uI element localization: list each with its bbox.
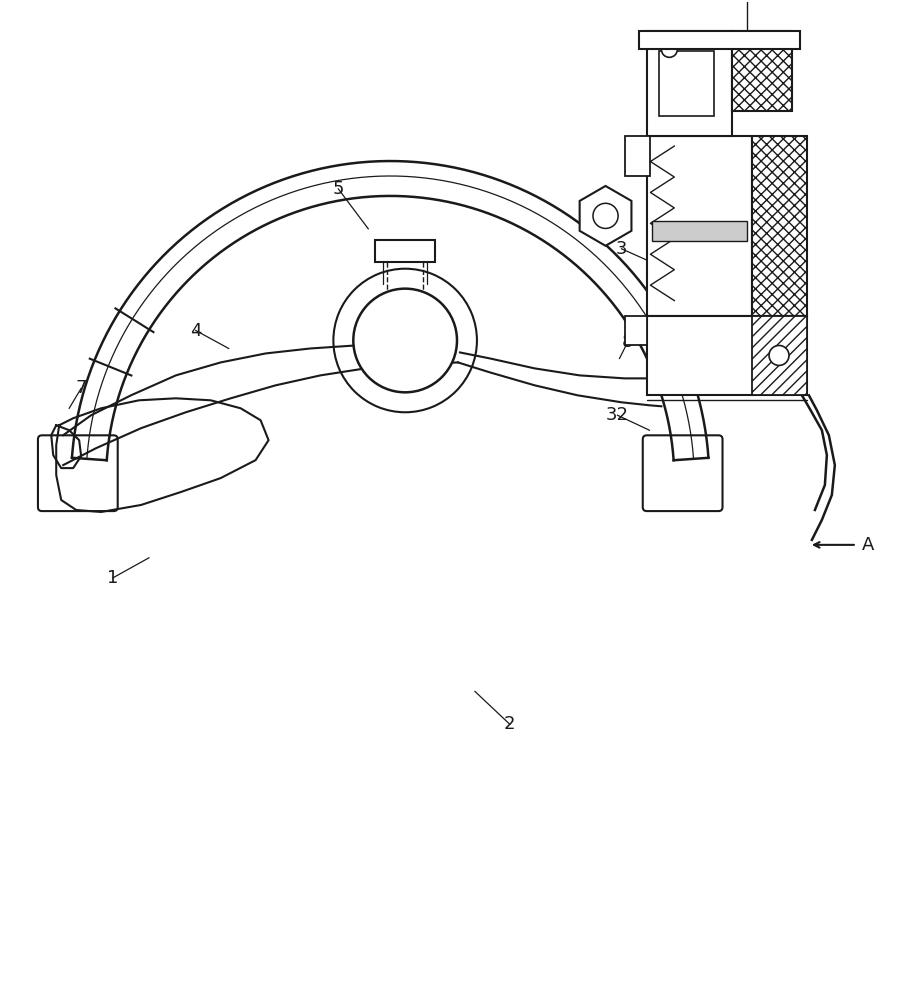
Polygon shape (580, 186, 632, 246)
Bar (647, 31, 732, 136)
Text: 5: 5 (332, 180, 344, 198)
Text: 2: 2 (504, 715, 516, 733)
Bar (653, 221, 747, 241)
Bar (625, 136, 650, 176)
Bar (752, 316, 807, 395)
Text: 3: 3 (615, 240, 627, 258)
Circle shape (353, 289, 457, 392)
FancyBboxPatch shape (643, 435, 722, 511)
Bar (375, 240, 436, 262)
Text: 8: 8 (622, 333, 634, 351)
Text: 1: 1 (108, 569, 119, 587)
FancyBboxPatch shape (38, 435, 118, 511)
Text: 32: 32 (606, 406, 629, 424)
Circle shape (593, 203, 618, 228)
Bar (732, 31, 792, 111)
Text: 7: 7 (76, 379, 87, 397)
Bar (639, 31, 800, 49)
Text: 4: 4 (190, 322, 202, 340)
Circle shape (769, 345, 789, 365)
Bar (659, 51, 714, 116)
Bar (625, 316, 647, 345)
Bar (647, 136, 752, 316)
Text: A: A (862, 536, 874, 554)
Bar (752, 136, 807, 316)
Bar (647, 316, 807, 395)
Circle shape (661, 41, 677, 57)
